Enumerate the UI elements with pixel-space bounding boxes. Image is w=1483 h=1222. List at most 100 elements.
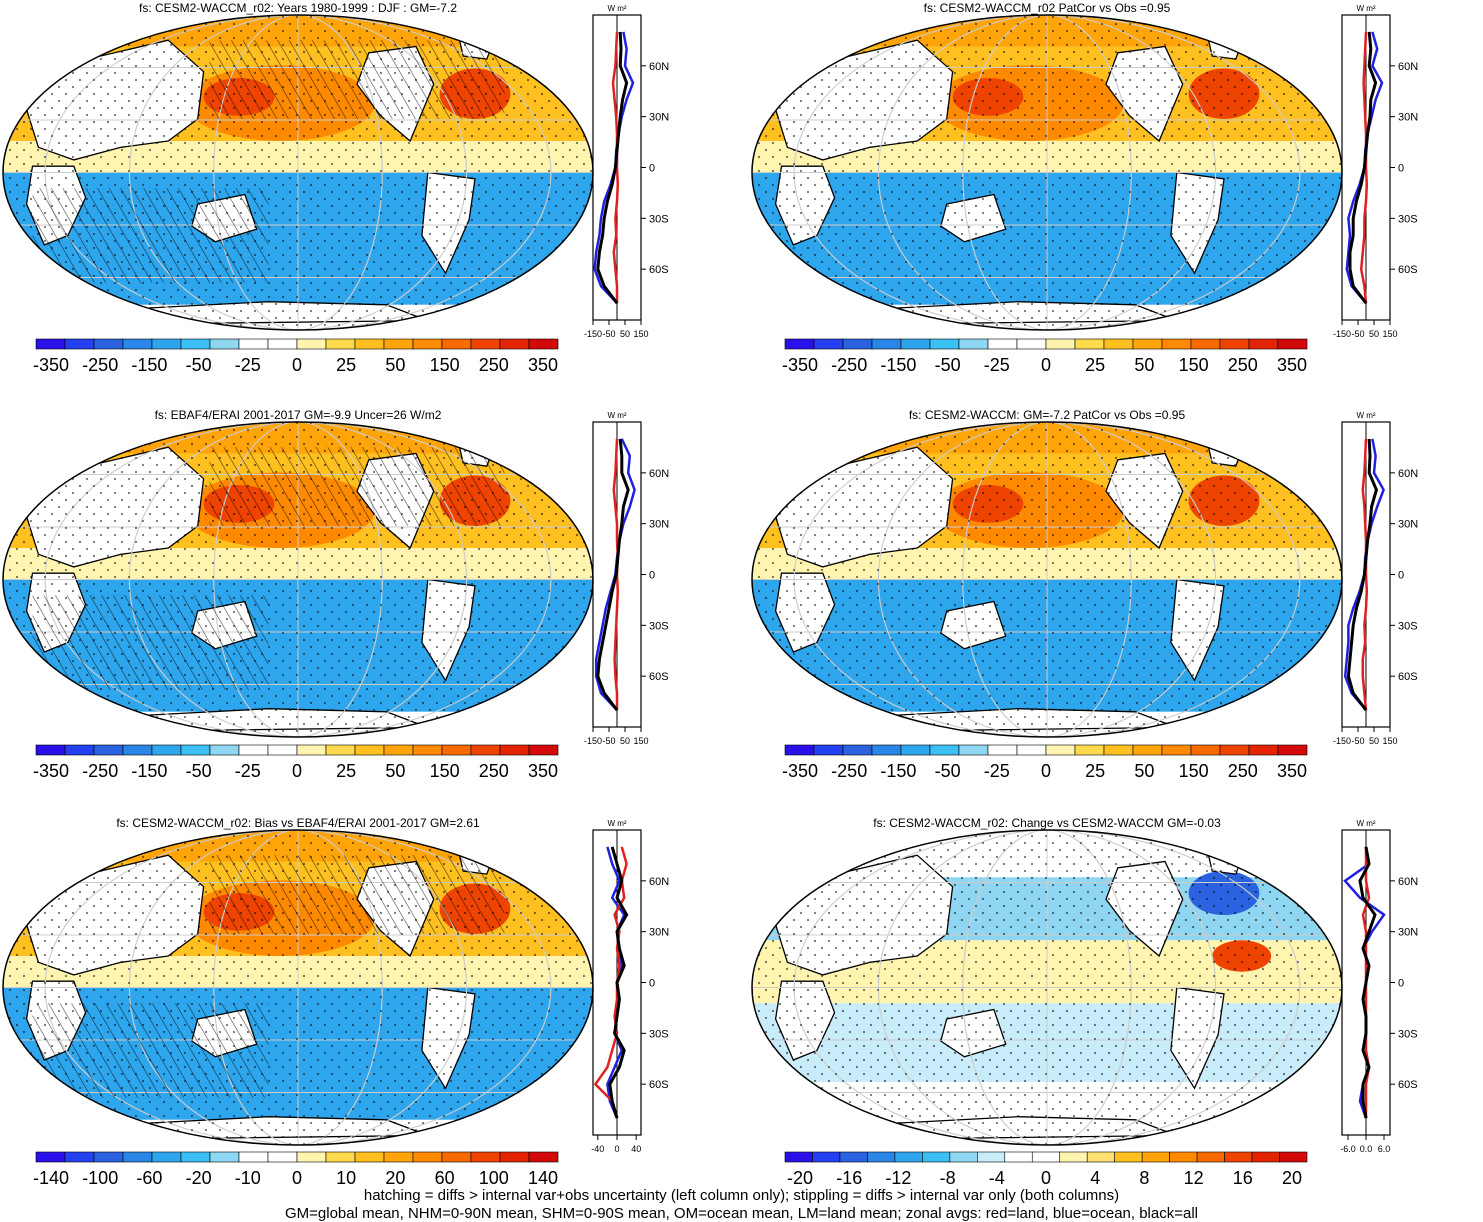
colorbar-label: -150 <box>131 355 167 375</box>
colorbar-swatch <box>1016 338 1047 350</box>
profile-ytick-label: 0 <box>649 978 655 990</box>
colorbar-swatch <box>238 338 269 350</box>
colorbar-label: -250 <box>82 355 118 375</box>
hatching <box>32 188 269 283</box>
profile-ytick-label: 30N <box>649 927 669 939</box>
profile-xtick-label: 40 <box>631 1144 641 1154</box>
colorbar-swatch <box>867 1151 896 1163</box>
profile-units: W m² <box>1356 411 1375 420</box>
colorbar-swatch <box>35 1151 66 1163</box>
colorbar-swatch <box>929 338 960 350</box>
colorbar-label: 25 <box>1085 761 1105 781</box>
profile-xtick-label: -50 <box>1351 736 1364 746</box>
colorbar-label: 50 <box>385 761 405 781</box>
colorbar-label: -16 <box>836 1168 862 1188</box>
profile-ytick-label: 30N <box>649 519 669 531</box>
colorbar-label: 25 <box>336 761 356 781</box>
colorbar-label: 150 <box>430 761 460 781</box>
colorbar-swatch <box>383 338 414 350</box>
colorbar-swatch <box>784 338 815 350</box>
colorbar-swatch <box>1279 1151 1308 1163</box>
colorbar-label: 0 <box>1041 761 1051 781</box>
profile-line-all <box>596 438 630 712</box>
stippling <box>752 830 1342 1145</box>
colorbar-label: -20 <box>787 1168 813 1188</box>
colorbar-swatch <box>813 744 844 756</box>
colorbar-swatch <box>325 1151 356 1163</box>
colorbar-swatch <box>267 744 298 756</box>
hatching <box>209 447 505 526</box>
profile-ytick-label: 60S <box>649 671 669 683</box>
profile-ytick-label: 30S <box>1398 1028 1418 1040</box>
colorbar-swatch <box>499 338 530 350</box>
colorbar-swatch <box>122 338 153 350</box>
profile-ytick-label: 60N <box>1398 61 1418 73</box>
colorbar-swatch <box>35 338 66 350</box>
colorbar-swatch <box>1016 744 1047 756</box>
colorbar-swatch <box>1059 1151 1088 1163</box>
colorbar-swatch <box>1224 1151 1253 1163</box>
profile-line-land <box>1359 31 1369 304</box>
colorbar-swatch <box>151 1151 182 1163</box>
stippling <box>752 422 1342 737</box>
colorbar-swatch <box>871 338 902 350</box>
colorbar-swatch <box>528 338 559 350</box>
colorbar-swatch <box>1161 744 1192 756</box>
colorbar-label: -350 <box>782 355 818 375</box>
profile-ytick-label: 60N <box>1398 468 1418 480</box>
colorbar-label: 0 <box>292 355 302 375</box>
profile-ytick-label: 30N <box>649 112 669 124</box>
colorbar-swatch <box>528 1151 559 1163</box>
colorbar-label: -350 <box>33 355 69 375</box>
profile-xtick-label: -6.0 <box>1340 1144 1356 1154</box>
profile-xtick-label: 150 <box>1382 736 1397 746</box>
colorbar-swatch <box>499 744 530 756</box>
colorbar-label: -20 <box>186 1168 212 1188</box>
colorbar-swatch <box>1045 744 1076 756</box>
colorbar-swatch <box>470 1151 501 1163</box>
colorbar-swatch <box>784 1151 813 1163</box>
profile-ytick-label: 60N <box>649 468 669 480</box>
colorbar-swatch <box>354 744 385 756</box>
colorbar-swatch <box>1074 744 1105 756</box>
colorbar-swatch <box>499 1151 530 1163</box>
colorbar-label: -25 <box>235 761 261 781</box>
colorbar-swatch <box>412 338 443 350</box>
colorbar-swatch <box>1031 1151 1061 1163</box>
profile-ytick-label: 0 <box>1398 163 1404 175</box>
profile-units: W m² <box>607 4 626 13</box>
colorbar-label: 250 <box>479 355 509 375</box>
colorbar-label: -250 <box>82 761 118 781</box>
colorbar-label: -8 <box>940 1168 956 1188</box>
colorbar-swatch <box>1004 1151 1033 1163</box>
colorbar-swatch <box>1277 338 1308 350</box>
colorbar-label: 250 <box>1228 355 1258 375</box>
colorbar-swatch <box>842 744 873 756</box>
colorbar-label: 150 <box>1179 355 1209 375</box>
panel-6: fs: CESM2-WACCM_r02: Change vs CESM2-WAC… <box>751 816 1418 1188</box>
colorbar-label: -10 <box>235 1168 261 1188</box>
colorbar-label: -12 <box>885 1168 911 1188</box>
map-field-3 <box>3 422 593 737</box>
colorbar-label: 10 <box>336 1168 356 1188</box>
colorbar-swatch <box>470 338 501 350</box>
profile-line-all <box>1358 846 1377 1119</box>
panel-3: fs: EBAF4/ERAI 2001-2017 GM=-9.9 Uncer=2… <box>2 408 669 781</box>
profile-units: W m² <box>1356 4 1375 13</box>
colorbar-swatch <box>122 744 153 756</box>
profile-xtick-label: -50 <box>602 736 615 746</box>
colorbar-swatch <box>412 744 443 756</box>
profile-xtick-label: 6.0 <box>1378 1144 1391 1154</box>
profile-ytick-label: 30S <box>649 213 669 225</box>
profile-ytick-label: 30S <box>649 620 669 632</box>
colorbar-label: -50 <box>186 761 212 781</box>
colorbar-swatch <box>238 744 269 756</box>
colorbar-swatch <box>267 338 298 350</box>
profile-ytick-label: 60N <box>1398 876 1418 888</box>
colorbar-swatch <box>1161 338 1192 350</box>
colorbar-swatch <box>784 744 815 756</box>
profile-line-all <box>608 846 629 1119</box>
colorbar-swatch <box>35 744 66 756</box>
colorbar-label: 12 <box>1184 1168 1204 1188</box>
colorbar-label: -4 <box>989 1168 1005 1188</box>
